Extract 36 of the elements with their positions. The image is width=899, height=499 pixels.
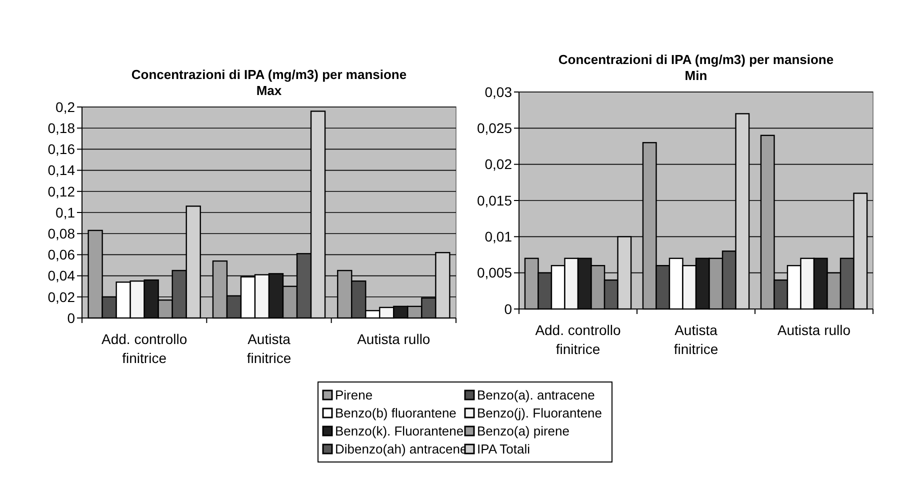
y-tick-label: 0,12 [48, 183, 76, 200]
legend-label: IPA Totali [477, 442, 530, 457]
y-tick-label: 0,02 [484, 156, 512, 172]
y-tick-label: 0,005 [476, 264, 512, 281]
chart-title: Concentrazioni di IPA (mg/m3) per mansione [131, 67, 407, 82]
x-tick-label: Autista finitrice [246, 331, 292, 366]
y-tick-label: 0,025 [476, 120, 512, 136]
x-tick-label: Autista finitrice [674, 322, 718, 357]
x-tick-label: Autista rullo [777, 322, 851, 338]
legend-label: Benzo(a). antracene [477, 388, 595, 403]
y-tick-label: 0,08 [48, 226, 76, 242]
legend-label: Benzo(a) pirene [477, 424, 570, 439]
chart-subtitle: Min [684, 68, 708, 83]
y-tick-label: 0,06 [48, 246, 76, 263]
y-tick-label: 0 [504, 300, 512, 317]
y-tick-label: 0,1 [56, 204, 76, 220]
chart-subtitle: Max [256, 83, 282, 98]
y-tick-label: 0 [67, 310, 76, 326]
legend-label: Benzo(j). Fluorantene [477, 406, 602, 421]
x-tick-label: Add. controllo finitrice [535, 322, 622, 357]
x-tick-label: Add. controllo finitrice [102, 331, 188, 366]
legend-label: Benzo(b) fluorantene [335, 406, 456, 421]
legend-label: Benzo(k). Fluorantene [335, 424, 464, 439]
y-tick-label: 0,01 [484, 228, 512, 245]
legend-label: Pirene [335, 388, 373, 403]
y-tick-label: 0,04 [48, 268, 76, 284]
y-tick-label: 0,16 [48, 141, 76, 158]
y-tick-label: 0,015 [476, 192, 512, 208]
legend-label: Dibenzo(ah) antracene [335, 442, 468, 457]
y-tick-label: 0,2 [56, 98, 76, 115]
y-tick-label: 0,18 [48, 120, 76, 136]
chart-title: Concentrazioni di IPA (mg/m3) per mansione [558, 52, 834, 67]
y-tick-label: 0,02 [48, 288, 76, 305]
x-tick-label: Autista rullo [357, 331, 430, 347]
y-tick-label: 0,14 [48, 162, 76, 178]
y-tick-label: 0,03 [484, 84, 512, 100]
